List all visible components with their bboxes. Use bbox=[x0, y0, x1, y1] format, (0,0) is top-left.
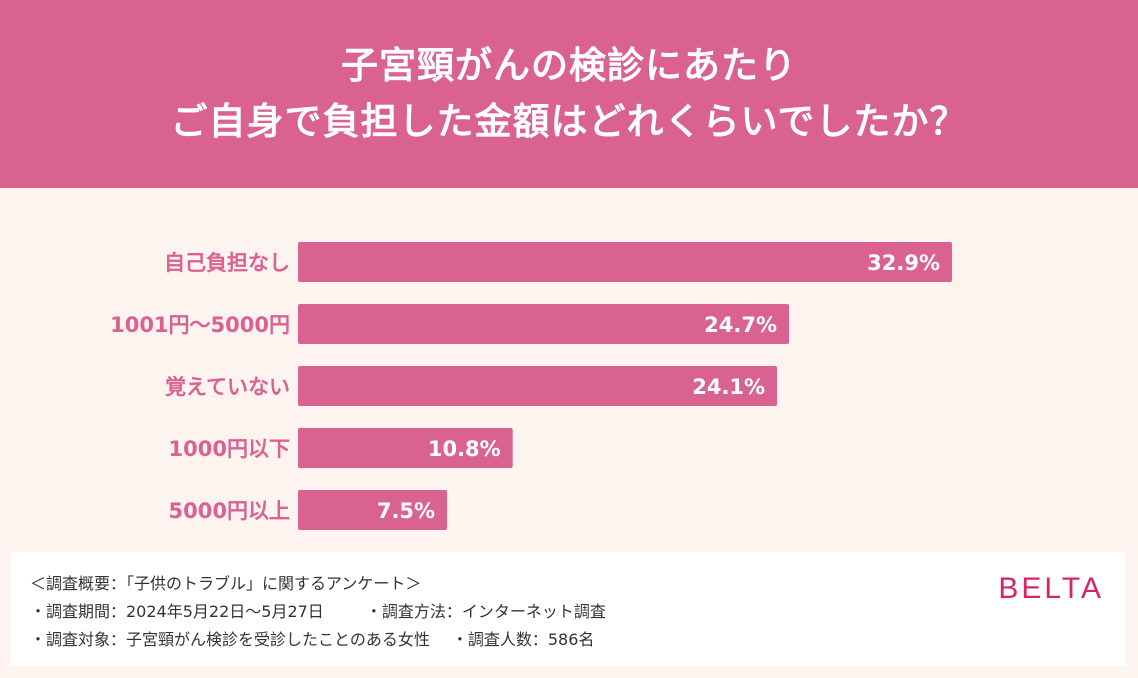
survey-summary: ＜調査概要：「子供のトラブル」に関するアンケート＞ bbox=[30, 574, 422, 593]
value-label: 7.5% bbox=[377, 499, 435, 523]
value-label: 10.8% bbox=[428, 437, 501, 461]
survey-period-method: ・調査期間：2024年5月22日〜5月27日 ・調査方法：インターネット調査 bbox=[30, 598, 606, 622]
bar bbox=[298, 242, 953, 282]
chart-title-line-2: ご自身で負担した金額はどれくらいでしたか？ bbox=[170, 100, 968, 143]
bar-chart: 自己負担なし 32.9% 1001円〜5000円 24.7% 覚えていない 24.1% 10… bbox=[110, 242, 953, 530]
survey-period: ・調査期間：2024年5月22日〜5月27日 bbox=[30, 602, 324, 621]
bar bbox=[298, 428, 513, 468]
chart-title: 子宮頸がんの検診にあたり ご自身で負担した金額はどれくらいでしたか？ bbox=[0, 0, 1138, 188]
survey-target: ・調査対象：子宮頸がん検診を受診したことのある女性 bbox=[30, 630, 430, 649]
bar bbox=[298, 366, 778, 406]
chart-title-line-1: 子宮頸がんの検診にあたり bbox=[341, 44, 797, 87]
survey-info-box: ＜調査概要：「子供のトラブル」に関するアンケート＞ ・調査期間：2024年5月2… bbox=[10, 552, 1126, 666]
brand-logo: BELTA bbox=[998, 572, 1104, 605]
category-label: 5000円以上 bbox=[169, 499, 290, 523]
survey-method: ・調査方法：インターネット調査 bbox=[365, 602, 606, 621]
survey-target-count: ・調査対象：子宮頸がん検診を受診したことのある女性 ・調査人数：586名 bbox=[30, 626, 594, 650]
survey-count: ・調査人数：586名 bbox=[451, 630, 595, 649]
category-label: 覚えていない bbox=[165, 375, 290, 399]
bar bbox=[298, 490, 448, 530]
value-label: 24.1% bbox=[692, 375, 765, 399]
value-label: 24.7% bbox=[704, 313, 777, 337]
bar bbox=[298, 304, 790, 344]
value-label: 32.9% bbox=[867, 251, 940, 275]
category-label: 1001円〜5000円 bbox=[110, 313, 290, 337]
category-label: 自己負担なし bbox=[164, 251, 290, 275]
category-label: 1000円以下 bbox=[169, 437, 290, 461]
